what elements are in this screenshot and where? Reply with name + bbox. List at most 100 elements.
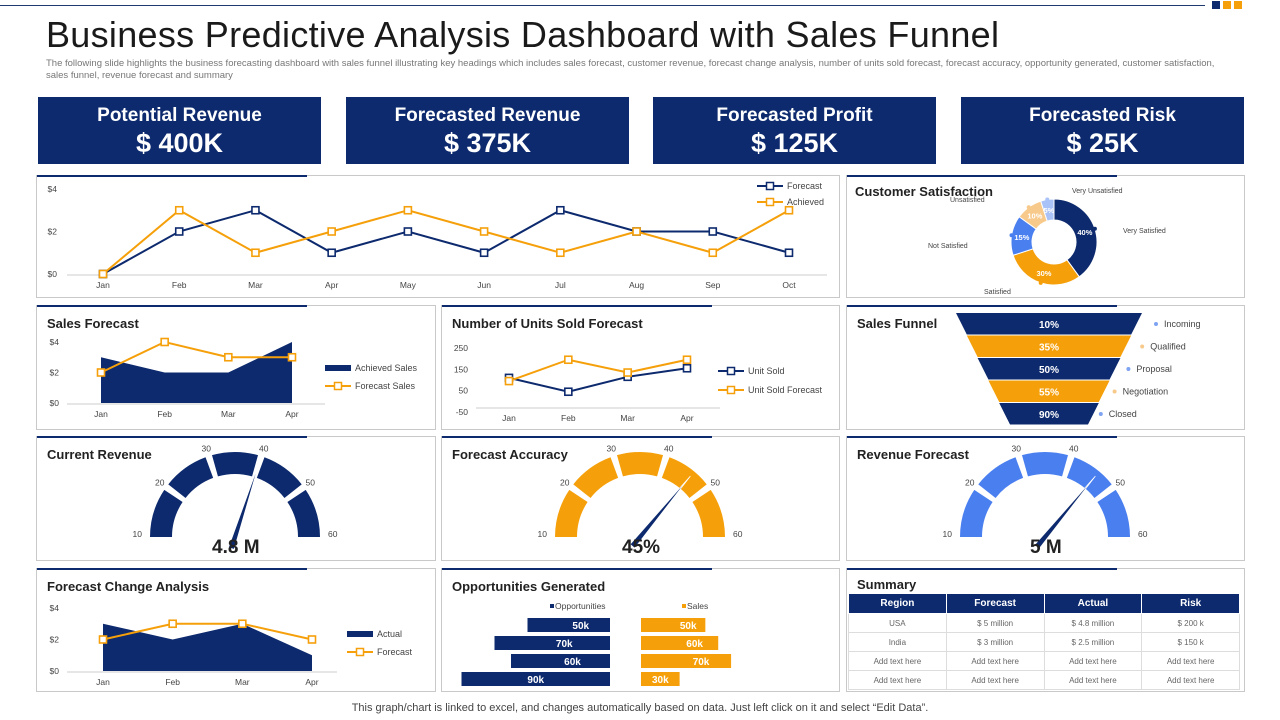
opportunity-bar bbox=[527, 618, 610, 632]
brand-dot bbox=[1234, 1, 1242, 9]
gauge-segment bbox=[978, 457, 1024, 498]
table-cell: $ 200 k bbox=[1141, 613, 1240, 633]
x-tick-label: Mar bbox=[248, 280, 263, 290]
series-area-achieved-sales bbox=[101, 342, 292, 403]
y-tick-label: $0 bbox=[50, 666, 60, 676]
kpi-potential-revenue[interactable]: Potential Revenue $ 400K bbox=[38, 97, 321, 164]
gauge-tick-label: 20 bbox=[155, 477, 165, 487]
gauge-segment bbox=[692, 489, 725, 537]
opportunities-chart: Opportunities Sales 50k 70k 60k 90k 50k 60k 70k 3… bbox=[461, 601, 732, 686]
panel-units-sold: Number of Units Sold Forecast 250 150 50 -5… bbox=[441, 305, 840, 430]
slice-leader-dot bbox=[1038, 280, 1043, 285]
kpi-label: Forecasted Profit bbox=[716, 105, 873, 126]
gauge-segment bbox=[287, 489, 320, 537]
y-tick-label: 50 bbox=[459, 386, 469, 396]
legend-marker bbox=[765, 197, 775, 207]
table-header: Actual bbox=[1043, 593, 1143, 614]
slice-name-label: Satisfied bbox=[984, 289, 1011, 296]
table-cell: Add text here bbox=[1043, 651, 1143, 671]
data-point bbox=[307, 635, 317, 644]
y-tick-label: $4 bbox=[50, 337, 60, 347]
gauge-tick-label: 10 bbox=[538, 529, 548, 539]
x-tick-label: Feb bbox=[561, 413, 576, 423]
legend-swatch bbox=[682, 604, 686, 608]
gauge-tick-label: 30 bbox=[1012, 444, 1022, 454]
series-line-achieved bbox=[102, 209, 790, 275]
forecast-change-chart: $0 $2 $4 Jan Feb Mar Apr Actual Forecast bbox=[50, 603, 413, 687]
data-point bbox=[556, 205, 565, 215]
gauge-segment bbox=[1066, 457, 1112, 498]
table-cell: India bbox=[848, 632, 947, 652]
legend-marker bbox=[333, 381, 343, 391]
x-tick-label: Mar bbox=[221, 409, 236, 419]
x-tick-label: Apr bbox=[285, 409, 298, 419]
data-point bbox=[238, 619, 247, 629]
data-point bbox=[708, 248, 718, 258]
legend-label: Forecast Sales bbox=[355, 381, 416, 391]
funnel-value-label: 10% bbox=[1039, 320, 1059, 331]
funnel-stage bbox=[977, 358, 1121, 380]
table-row: Add text here Add text here Add text here A… bbox=[848, 651, 1240, 671]
panel-title: Sales Forecast bbox=[47, 316, 139, 331]
footer-note: This graph/chart is linked to excel, and… bbox=[351, 702, 929, 714]
panel-forecast-accuracy: Forecast Accuracy 10 20 30 40 50 60 45% bbox=[441, 436, 840, 561]
opportunity-bar bbox=[494, 636, 610, 650]
panel-title: Summary bbox=[857, 577, 917, 592]
table-row: India $ 3 million $ 2.5 million $ 150 k bbox=[848, 632, 1240, 652]
legend-swatch bbox=[347, 631, 373, 637]
slice-value-label: 15% bbox=[1014, 233, 1029, 242]
x-tick-label: Feb bbox=[172, 280, 187, 290]
sales-bar bbox=[641, 618, 706, 632]
gauge-tick-label: 40 bbox=[1069, 444, 1079, 454]
panel-current-revenue: Current Revenue 10 20 30 40 50 60 4.8 M bbox=[36, 436, 436, 561]
data-point bbox=[224, 352, 233, 362]
legend-marker bbox=[765, 181, 775, 191]
kpi-forecasted-revenue[interactable]: Forecasted Revenue $ 375K bbox=[346, 97, 629, 164]
table-cell: $ 4.8 million bbox=[1043, 613, 1143, 633]
legend-label: Achieved bbox=[787, 197, 824, 207]
table-cell: $ 2.5 million bbox=[1043, 632, 1143, 652]
gauge-tick-label: 50 bbox=[306, 477, 316, 487]
data-point bbox=[327, 227, 336, 236]
data-point bbox=[479, 227, 489, 236]
donut-slice bbox=[1040, 198, 1055, 222]
sales-bar bbox=[641, 654, 732, 668]
funnel-leader-dot bbox=[1154, 322, 1158, 326]
y-tick-label: $2 bbox=[50, 368, 60, 378]
bar-value-label: 70k bbox=[556, 639, 573, 650]
opportunity-bar bbox=[511, 654, 610, 668]
panel-forecast-change: Forecast Change Analysis $0 $2 $4 Jan Feb Mar… bbox=[36, 568, 436, 692]
slice-leader-dot bbox=[1045, 197, 1050, 202]
sales-forecast-chart: $0 $2 $4 Jan Feb Mar Apr Achieved Sales Forecast… bbox=[50, 337, 418, 419]
panel-forecast-vs-achieved: $0 $2 $4 Jan Feb Mar Apr May Jun Jul Aug Sep Oct Fore… bbox=[36, 175, 840, 298]
legend-marker bbox=[726, 366, 736, 376]
data-point bbox=[479, 248, 489, 258]
legend-label: Unit Sold bbox=[748, 366, 785, 376]
y-tick-label: $0 bbox=[48, 269, 58, 279]
bar-value-label: 30k bbox=[652, 675, 669, 686]
slice-value-label: 10% bbox=[1027, 212, 1042, 221]
current-revenue-gauge: 10 20 30 40 50 60 bbox=[133, 444, 338, 550]
data-point bbox=[504, 376, 514, 386]
forecast-accuracy-gauge: 10 20 30 40 50 60 bbox=[538, 444, 743, 549]
data-point bbox=[160, 337, 169, 347]
panel-customer-satisfaction: Customer Satisfaction 40% Very Satisfied 3… bbox=[846, 175, 1245, 298]
data-point bbox=[564, 387, 573, 397]
slice-leader-dot bbox=[1026, 205, 1031, 210]
series-line-unit-sold bbox=[508, 367, 688, 393]
kpi-forecasted-risk[interactable]: Forecasted Risk $ 25K bbox=[961, 97, 1244, 164]
data-point bbox=[403, 205, 413, 215]
x-tick-label: Oct bbox=[782, 280, 796, 290]
funnel-value-label: 50% bbox=[1039, 365, 1059, 376]
donut-slice bbox=[1012, 248, 1080, 286]
funnel-value-label: 90% bbox=[1039, 410, 1059, 421]
gauge-segment bbox=[960, 489, 993, 537]
funnel-stage bbox=[956, 313, 1142, 335]
bar-value-label: 50k bbox=[572, 621, 589, 632]
data-point bbox=[287, 352, 297, 362]
brand-dots bbox=[1212, 1, 1242, 9]
legend-swatch bbox=[550, 604, 554, 608]
kpi-forecasted-profit[interactable]: Forecasted Profit $ 125K bbox=[653, 97, 936, 164]
x-tick-label: Apr bbox=[305, 677, 318, 687]
data-point bbox=[564, 355, 573, 365]
